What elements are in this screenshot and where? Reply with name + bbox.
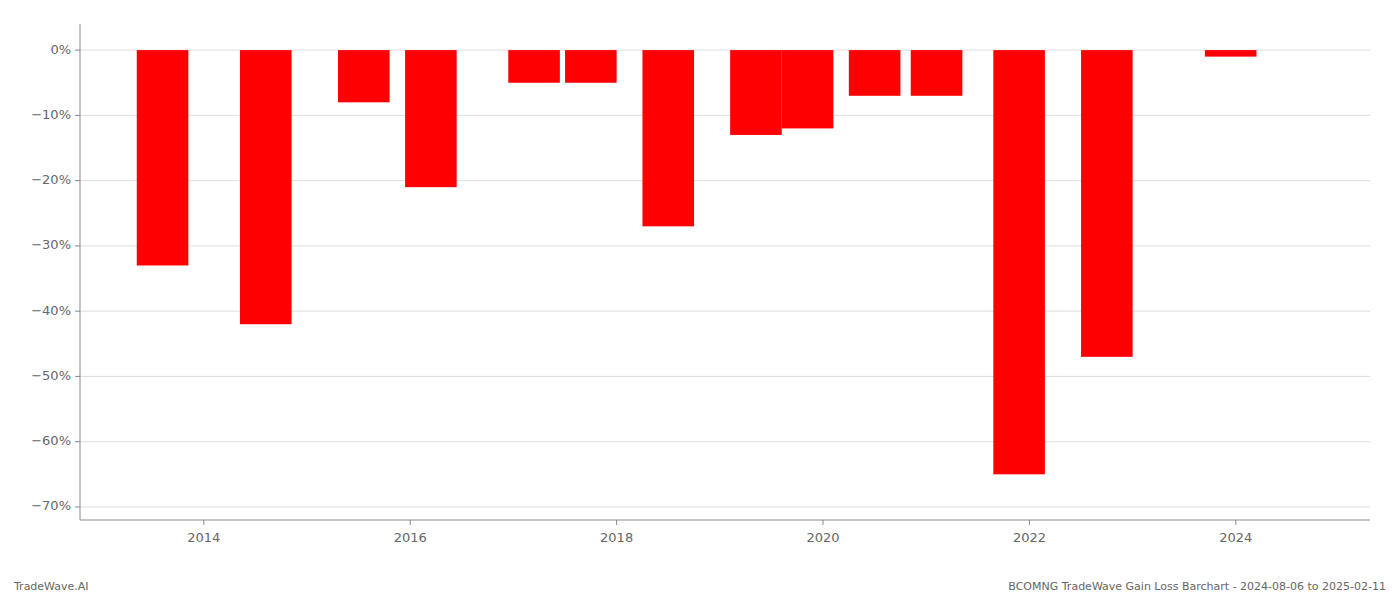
x-axis: 2014 2016 2018 2020 2022 2024 bbox=[80, 520, 1370, 545]
bar bbox=[1081, 50, 1133, 357]
x-tick bbox=[203, 520, 204, 525]
x-tick bbox=[410, 520, 411, 525]
bar bbox=[993, 50, 1045, 474]
bar bbox=[405, 50, 457, 187]
x-tick-label: 2024 bbox=[1219, 530, 1252, 545]
y-tick-label: −70% bbox=[31, 498, 71, 513]
y-tick-label: −20% bbox=[31, 172, 71, 187]
y-tick bbox=[75, 115, 80, 116]
x-tick bbox=[823, 520, 824, 525]
y-tick bbox=[75, 311, 80, 312]
y-tick-label: 0% bbox=[50, 42, 71, 57]
grid-line bbox=[80, 441, 1370, 442]
x-tick-label: 2014 bbox=[187, 530, 220, 545]
bar bbox=[730, 50, 782, 135]
x-axis-line bbox=[80, 520, 1370, 521]
x-tick-label: 2020 bbox=[806, 530, 839, 545]
y-tick bbox=[75, 506, 80, 507]
y-tick bbox=[75, 245, 80, 246]
footer-left: TradeWave.AI bbox=[13, 580, 89, 593]
bar bbox=[849, 50, 901, 96]
grid-line bbox=[80, 376, 1370, 377]
y-tick-label: −10% bbox=[31, 107, 71, 122]
x-tick-label: 2018 bbox=[600, 530, 633, 545]
y-tick bbox=[75, 376, 80, 377]
bar bbox=[137, 50, 189, 265]
bar bbox=[338, 50, 390, 102]
y-tick bbox=[75, 180, 80, 181]
y-tick-label: −60% bbox=[31, 433, 71, 448]
chart: 0%−10%−20%−30%−40%−50%−60%−70%2014201620… bbox=[0, 0, 1400, 600]
x-tick-label: 2022 bbox=[1013, 530, 1046, 545]
bar bbox=[1205, 50, 1257, 57]
y-axis-line bbox=[80, 24, 81, 520]
bar bbox=[508, 50, 560, 83]
bar bbox=[642, 50, 694, 226]
x-tick-label: 2016 bbox=[394, 530, 427, 545]
bar bbox=[240, 50, 292, 324]
y-tick-label: −50% bbox=[31, 368, 71, 383]
x-tick bbox=[1029, 520, 1030, 525]
bar bbox=[565, 50, 617, 83]
grid-line bbox=[80, 506, 1370, 507]
background bbox=[0, 0, 1400, 600]
bar bbox=[911, 50, 963, 96]
bar bbox=[782, 50, 834, 128]
y-axis: 0% −10% −20% −30% −40% −50% −60% −70% bbox=[31, 24, 80, 520]
y-tick bbox=[75, 441, 80, 442]
footer-right: BCOMNG TradeWave Gain Loss Barchart - 20… bbox=[1008, 580, 1386, 593]
y-tick bbox=[75, 50, 80, 51]
y-tick-label: −40% bbox=[31, 303, 71, 318]
grid bbox=[80, 50, 1370, 507]
y-tick-label: −30% bbox=[31, 237, 71, 252]
bars bbox=[137, 50, 1257, 474]
x-tick bbox=[616, 520, 617, 525]
x-tick bbox=[1235, 520, 1236, 525]
